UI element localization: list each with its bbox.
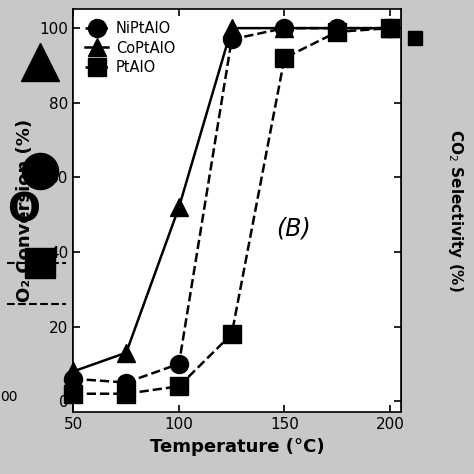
PtAlO (176, 383, 182, 389)
CoPtAlO (282, 25, 287, 31)
Legend: NiPtAlO, CoPtAlO, PtAlO: NiPtAlO, CoPtAlO, PtAlO (81, 17, 180, 79)
Text: O: O (8, 192, 40, 230)
CoPtAlO (229, 25, 235, 31)
CoPtAlO (71, 368, 76, 374)
CoPtAlO (176, 204, 182, 210)
PtAlO (387, 25, 393, 31)
PtAlO (123, 391, 129, 397)
PtAlO (229, 331, 235, 337)
CoPtAlO (334, 25, 340, 31)
X-axis label: Temperature (°C): Temperature (°C) (150, 438, 324, 456)
NiPtAlO (229, 36, 235, 42)
NiPtAlO (71, 376, 76, 382)
Line: CoPtAlO: CoPtAlO (64, 19, 399, 380)
CoPtAlO (387, 25, 393, 31)
NiPtAlO (334, 25, 340, 31)
CoPtAlO (123, 350, 129, 356)
PtAlO (334, 29, 340, 35)
Text: CO$_2$ Selectivity (%): CO$_2$ Selectivity (%) (446, 129, 465, 292)
Line: PtAlO: PtAlO (64, 19, 399, 403)
NiPtAlO (123, 380, 129, 385)
Text: (B): (B) (276, 216, 311, 240)
PtAlO (71, 391, 76, 397)
Text: 00: 00 (0, 390, 18, 404)
NiPtAlO (176, 361, 182, 367)
Y-axis label: O₂ Conversion (%): O₂ Conversion (%) (16, 119, 34, 302)
PtAlO (282, 55, 287, 61)
NiPtAlO (282, 25, 287, 31)
NiPtAlO (387, 25, 393, 31)
Line: NiPtAlO: NiPtAlO (64, 19, 399, 392)
